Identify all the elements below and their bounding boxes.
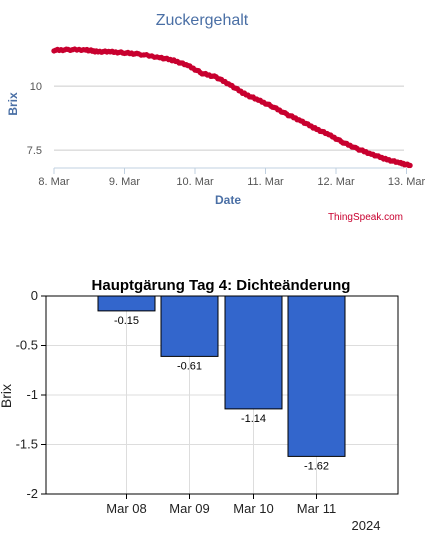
chart1-y-tick-label: 10 [30,81,42,93]
chart1-x-tick-label: 10. Mar [176,176,214,188]
chart2-x-tick-label: Mar 09 [169,501,209,516]
chart2-y-tick-label: -1 [26,387,38,402]
chart1-y-tick-label: 7.5 [27,145,42,157]
chart1-x-tick-label: 8. Mar [38,176,70,188]
chart2-value-label: -1.62 [304,460,329,472]
chart2-bar [287,295,346,457]
chart2-x-tick-label: Mar 10 [233,501,273,516]
chart2-value-label: -0.15 [114,315,139,327]
chart2-value-label: -1.14 [241,413,266,425]
chart2-bar [97,295,156,312]
chart2-x-tick-label: Mar 08 [106,501,146,516]
chart2-y-tick-label: -2 [26,486,38,501]
chart1-title: Zuckergehalt [156,12,249,29]
chart2-value-label: -0.61 [177,360,202,372]
chart2-ylabel: Brix [0,384,14,408]
dichteaenderung-chart: Hauptgärung Tag 4: Dichteänderung Brix 0… [0,277,399,533]
chart1-xlabel: Date [215,193,241,207]
chart2-title: Hauptgärung Tag 4: Dichteänderung [92,277,351,294]
chart2-y-tick-label: 0 [31,288,38,303]
chart1-x-tick-label: 11. Mar [247,176,284,188]
chart2-bar [224,295,283,410]
chart1-ylabel: Brix [6,92,20,116]
chart1-x-tick-label: 12. Mar [317,176,355,188]
chart2-y-tick-label: -0.5 [16,338,38,353]
chart2-year-label: 2024 [352,518,381,533]
chart2-bar [160,295,219,357]
thingspeak-credit[interactable]: ThingSpeak.com [328,212,403,223]
chart2-x-tick-label: Mar 11 [297,501,337,516]
zuckergehalt-chart: Zuckergehalt Brix 10 7.5 8. Mar 9. Mar 10. … [6,12,426,223]
chart1-x-tick-label: 9. Mar [109,176,141,188]
chart1-x-tick-label: 13. Mar [388,176,426,188]
chart2-y-tick-label: -1.5 [16,437,38,452]
chart1-data-point [407,162,413,169]
